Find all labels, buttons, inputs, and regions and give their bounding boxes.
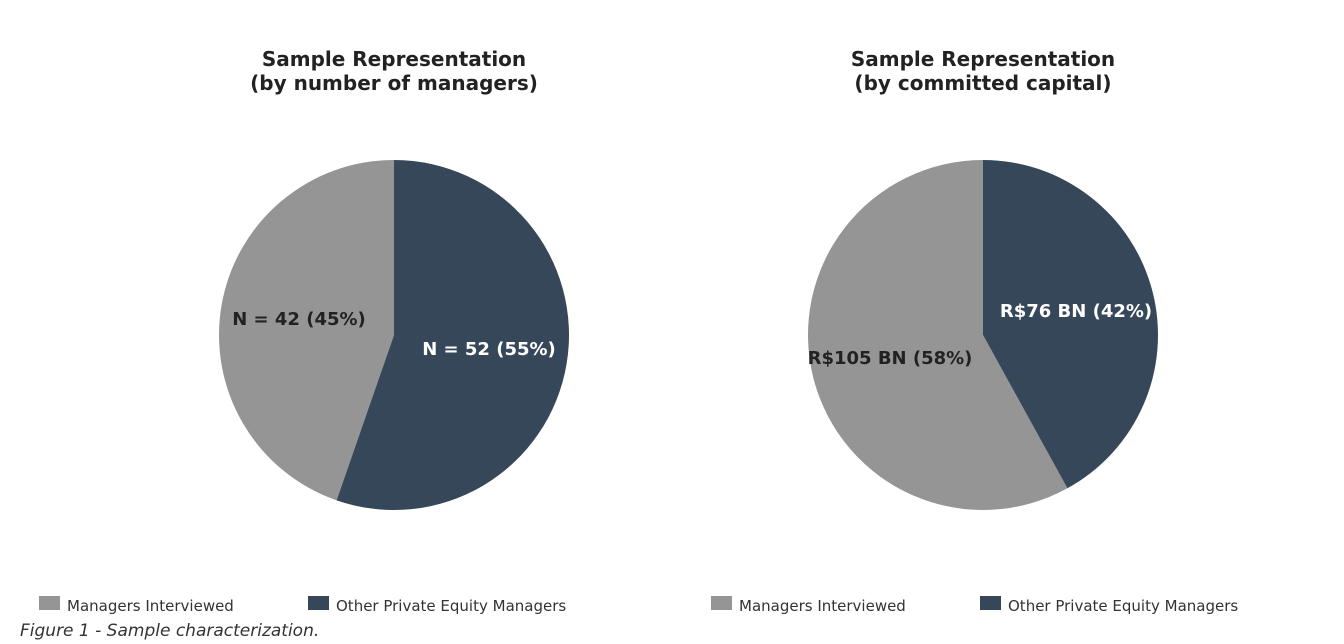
legend-label-2: Other Private Equity Managers (1008, 597, 1238, 615)
chart-title-line-2: (by committed capital) (854, 71, 1111, 95)
pie-slice-other-private-equity-managers (336, 160, 569, 510)
legend-swatch-2 (308, 596, 329, 610)
legend-label-2: Other Private Equity Managers (336, 597, 566, 615)
charts-canvas: Sample Representation(by number of manag… (39, 47, 1238, 615)
pie-slice-managers-interviewed (219, 160, 394, 501)
legend-swatch-1 (711, 596, 732, 610)
chart-title-line-1: Sample Representation (262, 47, 526, 71)
pie-chart-2: Sample Representation(by committed capit… (711, 47, 1238, 615)
chart-title-line-1: Sample Representation (851, 47, 1115, 71)
slice-label-2: R$76 BN (42%) (1000, 301, 1152, 322)
legend-label-1: Managers Interviewed (67, 597, 234, 615)
pie-slice-managers-interviewed (807, 160, 1068, 510)
pie-slice-other-private-equity-managers (983, 159, 1158, 489)
slice-label-1: R$105 BN (58%) (808, 348, 973, 369)
legend-swatch-1 (39, 596, 60, 610)
slice-label-2: N = 52 (55%) (422, 339, 556, 360)
legend-swatch-2 (980, 596, 1001, 610)
legend-label-1: Managers Interviewed (739, 597, 906, 615)
pie-chart-1: Sample Representation(by number of manag… (39, 47, 569, 615)
figure-caption: Figure 1 - Sample characterization. (20, 621, 320, 641)
slice-label-1: N = 42 (45%) (232, 309, 366, 330)
chart-title-line-2: (by number of managers) (250, 71, 538, 95)
